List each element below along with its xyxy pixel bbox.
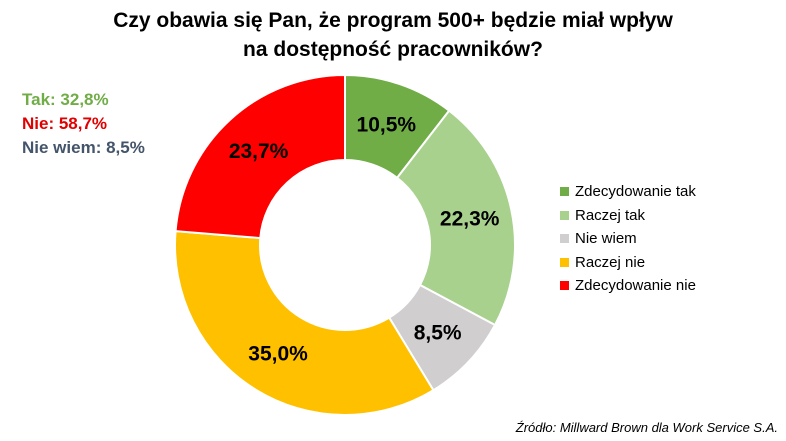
- summary-box: Tak: 32,8% Nie: 58,7% Nie wiem: 8,5%: [22, 88, 145, 160]
- legend-item-4: Raczej nie: [560, 251, 696, 275]
- legend-swatch: [560, 234, 569, 244]
- legend-item-1: Zdecydowanie tak: [560, 180, 696, 204]
- chart-legend: Zdecydowanie tak Raczej tak Nie wiem Raczej…: [560, 180, 696, 298]
- slice-label-5: 23,7%: [229, 140, 289, 163]
- donut-slice-5: [174, 73, 346, 240]
- chart-title: Czy obawia się Pan, że program 500+ będz…: [0, 6, 786, 64]
- slice-label-1: 10,5%: [357, 113, 417, 136]
- slice-label-4: 35,0%: [248, 343, 308, 366]
- legend-swatch: [560, 210, 569, 220]
- source-note: Źródło: Millward Brown dla Work Service …: [515, 420, 778, 435]
- chart-title-line-1: Czy obawia się Pan, że program 500+ będz…: [113, 9, 673, 32]
- chart-title-line-2: na dostępność pracowników?: [243, 38, 543, 61]
- legend-label: Raczej tak: [575, 206, 646, 224]
- legend-swatch: [560, 281, 569, 291]
- summary-tak: Tak: 32,8%: [22, 90, 109, 109]
- slice-label-2: 22,3%: [440, 207, 500, 230]
- legend-item-5: Zdecydowanie nie: [560, 274, 696, 298]
- summary-nie: Nie: 58,7%: [22, 114, 108, 133]
- donut-slice-4: [174, 230, 435, 416]
- donut-chart: 10,5% 22,3% 8,5% 35,0% 23,7%: [174, 73, 516, 416]
- slice-label-3: 8,5%: [414, 322, 462, 345]
- legend-label: Nie wiem: [575, 230, 637, 247]
- legend-item-3: Nie wiem: [560, 227, 696, 251]
- legend-swatch: [560, 257, 569, 267]
- summary-nie-wiem: Nie wiem: 8,5%: [22, 138, 145, 157]
- legend-label: Zdecydowanie nie: [575, 277, 696, 294]
- legend-label: Raczej nie: [575, 253, 646, 271]
- legend-swatch: [560, 187, 569, 197]
- legend-item-2: Raczej tak: [560, 204, 696, 228]
- donut-slice-2: [395, 109, 516, 327]
- legend-label: Zdecydowanie tak: [575, 183, 696, 200]
